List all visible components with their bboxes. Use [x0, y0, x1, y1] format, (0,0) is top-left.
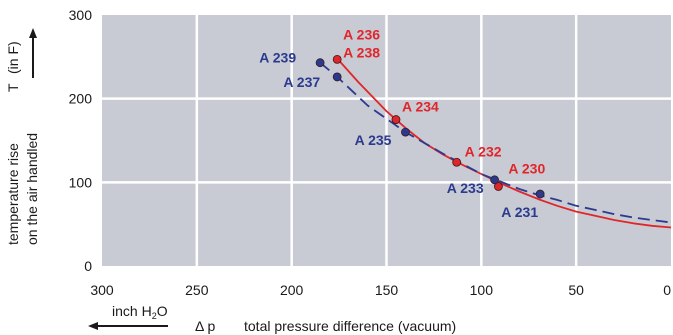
series-curves — [319, 57, 672, 229]
y-tick-labels: 0 100 200 300 — [69, 7, 93, 274]
y-axis-arrow-head — [29, 28, 37, 38]
x-axis-label: total pressure difference (vacuum) — [244, 318, 456, 334]
x-tick-label: 300 — [90, 282, 114, 298]
x-tick-label: 250 — [185, 282, 209, 298]
y-axis-unit: (in F) — [5, 41, 21, 74]
x-tick-label: 150 — [375, 282, 399, 298]
point-label: A 234 — [402, 99, 439, 115]
x-axis-unit: inch H2O — [112, 303, 168, 321]
x-axis-arrow-head — [88, 322, 98, 330]
x-tick-label: 50 — [568, 282, 584, 298]
y-tick-label: 0 — [84, 258, 92, 274]
point-label: A 230 — [508, 161, 545, 177]
y-axis-label-line1: temperature rise — [5, 143, 21, 245]
data-point — [315, 58, 325, 68]
series-line-0 — [336, 57, 672, 229]
y-axis-symbol: T — [5, 83, 21, 92]
y-axis-title: temperature rise on the air handled T (i… — [5, 28, 40, 245]
y-axis-label-line2: on the air handled — [24, 133, 40, 245]
data-point — [452, 157, 462, 167]
y-tick-label: 300 — [69, 7, 93, 23]
x-tick-label: 100 — [470, 282, 494, 298]
point-label: A 235 — [355, 132, 392, 148]
x-axis-symbol: Δ p — [195, 318, 215, 334]
x-tick-label: 200 — [280, 282, 304, 298]
x-axis-unit-subscript: 2 — [152, 311, 157, 321]
data-point — [401, 127, 410, 137]
x-axis-title: inch H2O Δ p total pressure difference (… — [88, 303, 456, 334]
data-point — [535, 189, 545, 199]
y-tick-label: 100 — [69, 174, 93, 190]
x-axis-unit-suffix: O — [157, 303, 168, 319]
point-label: A 233 — [447, 180, 484, 196]
data-point — [494, 182, 503, 191]
y-tick-label: 200 — [69, 91, 93, 107]
point-labels: A 236 A 238 A 234 A 232 A 230 A 239 A 237 A 235… — [259, 26, 545, 220]
data-point — [490, 175, 500, 185]
point-label: A 232 — [465, 143, 502, 159]
x-tick-labels: 300 250 200 150 100 50 0 — [90, 282, 671, 298]
data-point — [332, 72, 342, 82]
point-label: A 239 — [259, 50, 296, 66]
data-point — [391, 115, 401, 124]
series-points — [315, 54, 545, 199]
grid — [102, 15, 671, 266]
point-label: A 236 — [343, 26, 380, 42]
x-tick-label: 0 — [663, 282, 671, 298]
point-label: A 231 — [501, 204, 538, 220]
data-point — [332, 54, 342, 64]
series-line-1 — [319, 62, 672, 224]
point-label: A 238 — [343, 44, 380, 60]
x-axis-unit-text: inch H — [112, 303, 152, 319]
point-label: A 237 — [283, 74, 320, 90]
